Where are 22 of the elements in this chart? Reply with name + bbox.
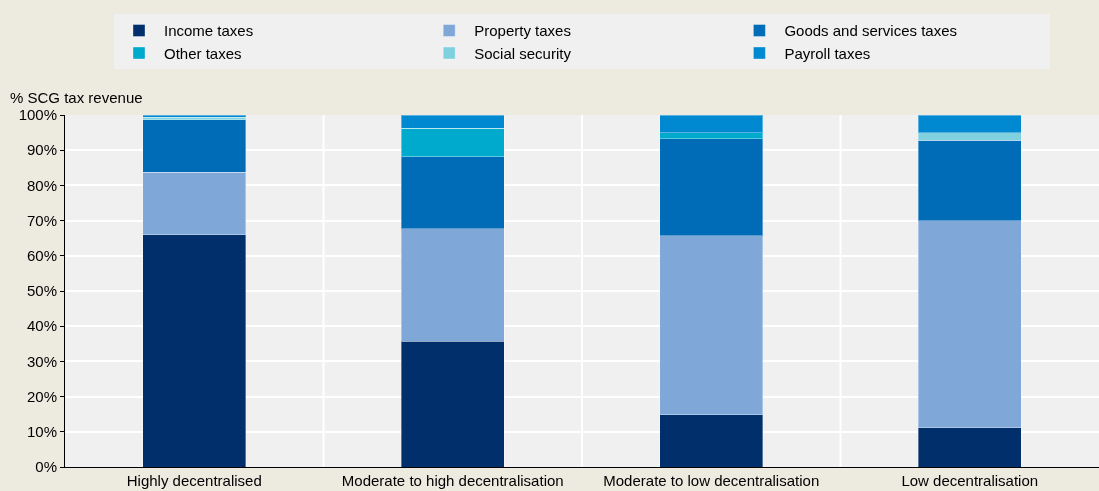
x-tick-label: Moderate to low decentralisation	[603, 472, 820, 489]
legend-label: Property taxes	[474, 22, 571, 40]
y-tick-label: 90%	[26, 141, 57, 159]
x-tick-label: Low decentralisation	[901, 472, 1039, 489]
legend-label: Payroll taxes	[784, 44, 871, 62]
y-tick-label: 10%	[26, 423, 57, 441]
y-tick-label: 0%	[35, 458, 57, 476]
y-tick-label: 70%	[26, 211, 57, 229]
y-tick-label: 100%	[18, 106, 57, 124]
y-tick-label: 20%	[26, 387, 57, 405]
y-tick-label: 80%	[26, 176, 57, 194]
y-tick-label: 40%	[26, 317, 57, 335]
legend-label: Goods and services taxes	[784, 22, 957, 40]
legend-label: Other taxes	[164, 44, 242, 62]
y-axis-title: % SCG tax revenue	[10, 89, 143, 106]
x-tick-label: Highly decentralised	[126, 472, 262, 489]
y-tick-label: 30%	[26, 352, 57, 370]
x-tick-label: Moderate to high decentralisation	[341, 472, 564, 489]
legend-label: Income taxes	[164, 22, 254, 40]
y-tick-label: 50%	[26, 282, 57, 300]
legend-label: Social security	[474, 44, 572, 62]
y-tick-label: 60%	[26, 247, 57, 265]
